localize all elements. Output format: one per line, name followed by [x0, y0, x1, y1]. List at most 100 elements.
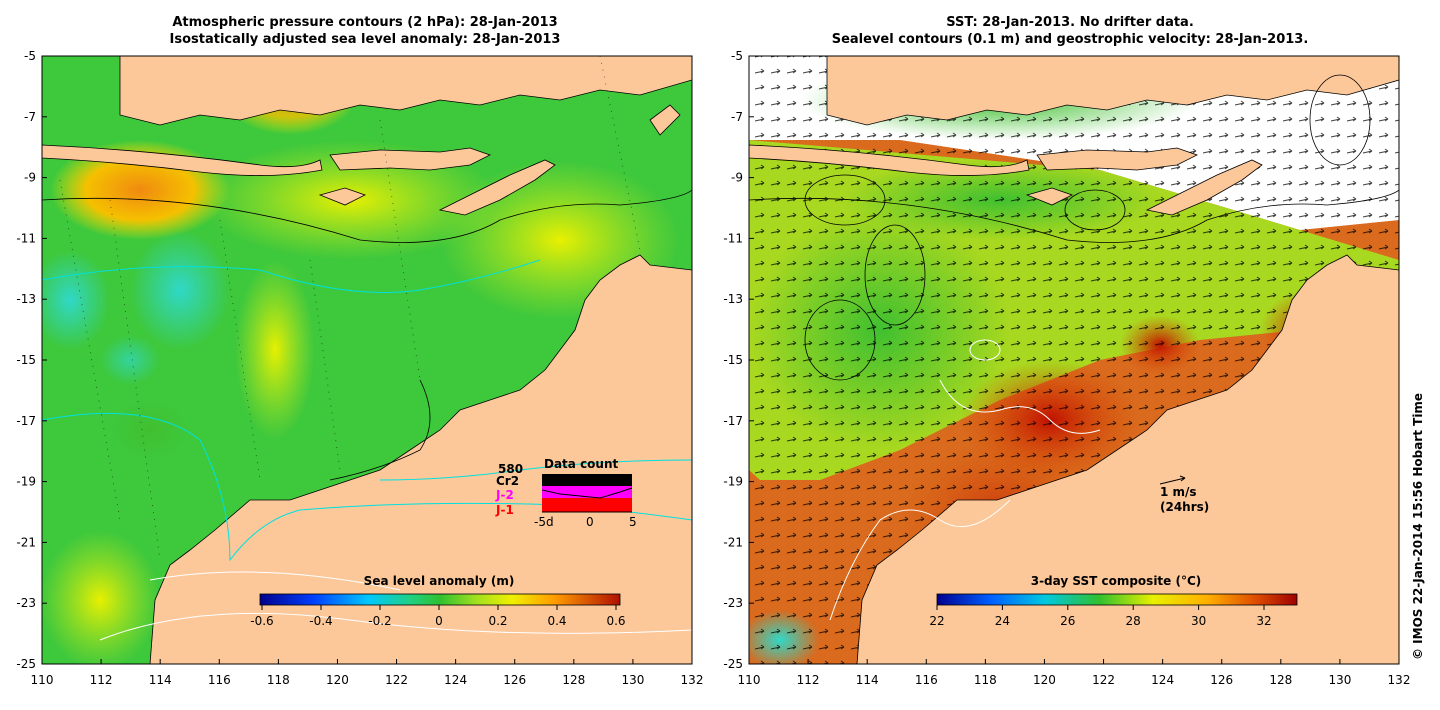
lon-tick-label: 128 [562, 673, 585, 687]
sla-anomaly-low [130, 230, 230, 350]
sumbawa-land [1036, 147, 1199, 171]
velocity-key-period: (24hrs) [1160, 500, 1209, 514]
series-label-j1: J-1 [495, 503, 514, 517]
lat-tick-label: -21 [723, 535, 743, 549]
pressure-contour [379, 459, 692, 481]
colorbar-tick-label: 28 [1126, 614, 1141, 628]
sla-anomaly-low [110, 400, 190, 460]
lat-tick-label: -23 [16, 596, 36, 610]
lon-tick-label: 114 [856, 673, 879, 687]
lon-tick-label: 114 [149, 673, 172, 687]
lat-tick-label: -23 [723, 596, 743, 610]
right-title-line2: Sealevel contours (0.1 m) and geostrophi… [831, 32, 1309, 47]
australia-land [856, 254, 1399, 664]
australia-land [149, 254, 692, 664]
lat-tick-label: -25 [723, 657, 743, 671]
data-count-magenta-bar [542, 486, 632, 500]
colorbar-tick-label: -0.2 [368, 614, 391, 628]
colorbar-tick-label: 0.2 [488, 614, 507, 628]
left-panel-title: Atmospheric pressure contours (2 hPa): 2… [150, 14, 580, 48]
copyright-notice: © IMOS 22-Jan-2014 15:56 Hobart Time [1411, 392, 1425, 660]
lat-tick-label: -13 [16, 292, 36, 306]
lon-tick-label: 130 [621, 673, 644, 687]
lon-tick-label: 124 [444, 673, 467, 687]
sla-colorbar-ticks: -0.6 -0.4 -0.2 0 0.2 0.4 0.6 [250, 605, 626, 628]
satellite-tracks [59, 56, 641, 561]
pressure-contour [99, 612, 692, 641]
lon-tick-label: 118 [267, 673, 290, 687]
sumba-land [1025, 187, 1074, 206]
lon-tick-label: 124 [1151, 673, 1174, 687]
data-count-xtick: 0 [586, 515, 594, 529]
lat-tick-label: -7 [24, 110, 36, 124]
lat-tick-label: -21 [16, 535, 36, 549]
colorbar-tick-label: -0.4 [309, 614, 332, 628]
lat-tick-label: -11 [16, 231, 36, 245]
data-count-xtick: -5d [534, 515, 554, 529]
colorbar-tick-label: 0 [435, 614, 443, 628]
data-count-max: 580 [498, 462, 523, 476]
left-title-line2: Isostatically adjusted sea level anomaly… [169, 32, 561, 47]
lon-tick-label: 116 [208, 673, 231, 687]
lon-tick-label: 112 [90, 673, 113, 687]
velocity-key-speed: 1 m/s [1160, 485, 1197, 499]
lat-tick-label: -25 [16, 657, 36, 671]
colorbar-tick-label: 30 [1191, 614, 1206, 628]
lat-tick-label: -19 [16, 475, 36, 489]
sst-map [749, 56, 1399, 664]
data-count-line [541, 487, 633, 499]
sumbawa-land [329, 147, 492, 171]
lat-tick-label: -15 [16, 353, 36, 367]
sla-anomaly-low [100, 335, 160, 385]
sla-colorbar-ramp [259, 593, 621, 606]
lat-tick-label: -9 [731, 171, 743, 185]
java-land [42, 144, 323, 176]
velocity-key: 1 m/s (24hrs) [1159, 475, 1209, 514]
java-land [749, 144, 1030, 176]
sst-colorbar-ticks: 22 24 26 28 30 32 [929, 605, 1272, 628]
lat-tick-label: -15 [723, 353, 743, 367]
lat-tick-label: -11 [723, 231, 743, 245]
timor-land [438, 159, 556, 216]
sla-colorbar-label: Sea level anomaly (m) [364, 574, 515, 588]
bathymetry-contour [329, 379, 431, 481]
colorbar-tick-label: 0.4 [547, 614, 566, 628]
lon-tick-label: 112 [797, 673, 820, 687]
right-title-line1: SST: 28-Jan-2013. No drifter data. [946, 15, 1194, 30]
lon-tick-label: 120 [326, 673, 349, 687]
lon-tick-label: 122 [1092, 673, 1115, 687]
lon-tick-label: 110 [738, 673, 761, 687]
borneo-land [119, 56, 692, 126]
lat-tick-label: -13 [723, 292, 743, 306]
series-label-cr2: Cr2 [496, 474, 519, 488]
lon-tick-label: 132 [1388, 673, 1411, 687]
series-label-j2: J-2 [495, 488, 514, 502]
data-count-title: Data count [544, 457, 619, 471]
sla-anomaly-low [42, 250, 110, 350]
borneo-land [826, 56, 1399, 126]
sst-colorbar-label: 3-day SST composite (°C) [1031, 574, 1202, 588]
lon-tick-label: 116 [915, 673, 938, 687]
lat-tick-label: -7 [731, 110, 743, 124]
lon-tick-label: 128 [1269, 673, 1292, 687]
pressure-contour [149, 571, 401, 591]
data-count-inset: Data count 580 Cr2 J-2 J-1 -5d 0 5 [495, 457, 637, 529]
colorbar-tick-label: 24 [995, 614, 1010, 628]
lon-tick-label: 126 [503, 673, 526, 687]
colorbar-tick-label: -0.6 [250, 614, 273, 628]
lat-tick-label: -5 [731, 49, 743, 63]
lon-tick-label: 120 [1033, 673, 1056, 687]
eddy-contours [749, 74, 1399, 381]
colorbar-tick-label: 22 [929, 614, 944, 628]
timor-land [1145, 159, 1263, 216]
lon-tick-label: 110 [31, 673, 54, 687]
sla-anomaly-mid [42, 530, 160, 664]
sumba-land [318, 187, 367, 206]
sst-colorbar: 3-day SST composite (°C) 22 24 26 28 30 32 [929, 574, 1298, 628]
island-land [649, 104, 681, 136]
sla-colorbar: Sea level anomaly (m) -0.6 -0.4 -0.2 0 0.2 0.… [250, 574, 625, 628]
lat-tick-label: -17 [16, 414, 36, 428]
lon-tick-label: 122 [385, 673, 408, 687]
map-axes: 110 112 114 116 118 120 122 124 126 128 130 132 -5 -7… [16, 49, 1410, 687]
